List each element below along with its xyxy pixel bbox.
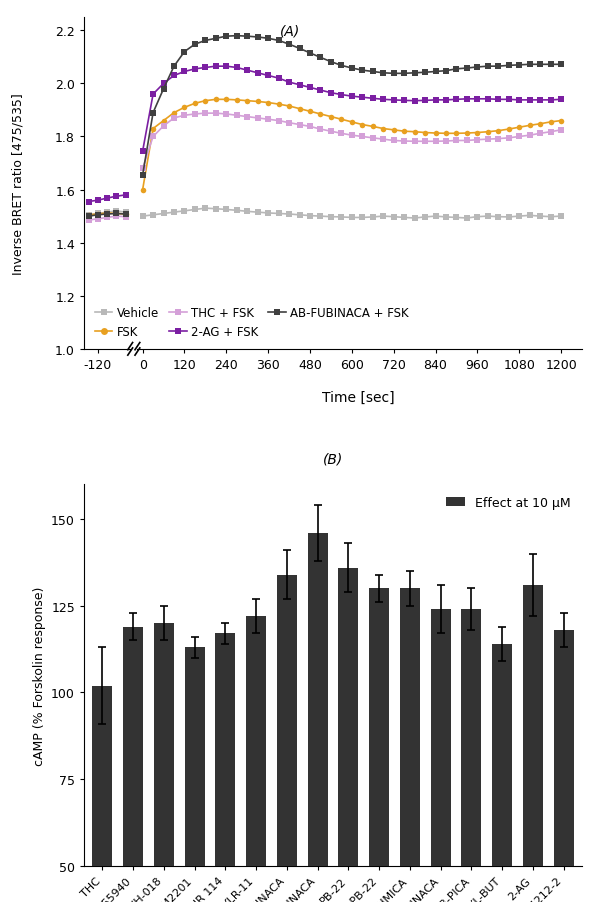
- Bar: [123, 627, 143, 902]
- Text: (B): (B): [323, 452, 343, 465]
- Text: Inverse BRET ratio [475/535]: Inverse BRET ratio [475/535]: [11, 93, 25, 274]
- Bar: [369, 589, 389, 902]
- Bar: [431, 610, 451, 902]
- Y-axis label: cAMP (% Forskolin response): cAMP (% Forskolin response): [32, 585, 46, 765]
- Bar: [308, 533, 328, 902]
- Bar: [92, 686, 112, 902]
- Bar: [461, 610, 481, 902]
- Bar: [523, 585, 543, 902]
- Bar: [400, 589, 420, 902]
- Bar: [246, 616, 266, 902]
- Text: (A): (A): [280, 24, 300, 39]
- Bar: [215, 634, 235, 902]
- Bar: [277, 575, 297, 902]
- Legend: Effect at 10 μM: Effect at 10 μM: [442, 491, 576, 514]
- Text: Time [sec]: Time [sec]: [322, 390, 394, 404]
- Legend: Vehicle, FSK, THC + FSK, 2-AG + FSK, AB-FUBINACA + FSK: Vehicle, FSK, THC + FSK, 2-AG + FSK, AB-…: [90, 302, 414, 344]
- Bar: [338, 568, 358, 902]
- Bar: [492, 644, 512, 902]
- Bar: [554, 630, 574, 902]
- Bar: [154, 623, 174, 902]
- Bar: [185, 648, 205, 902]
